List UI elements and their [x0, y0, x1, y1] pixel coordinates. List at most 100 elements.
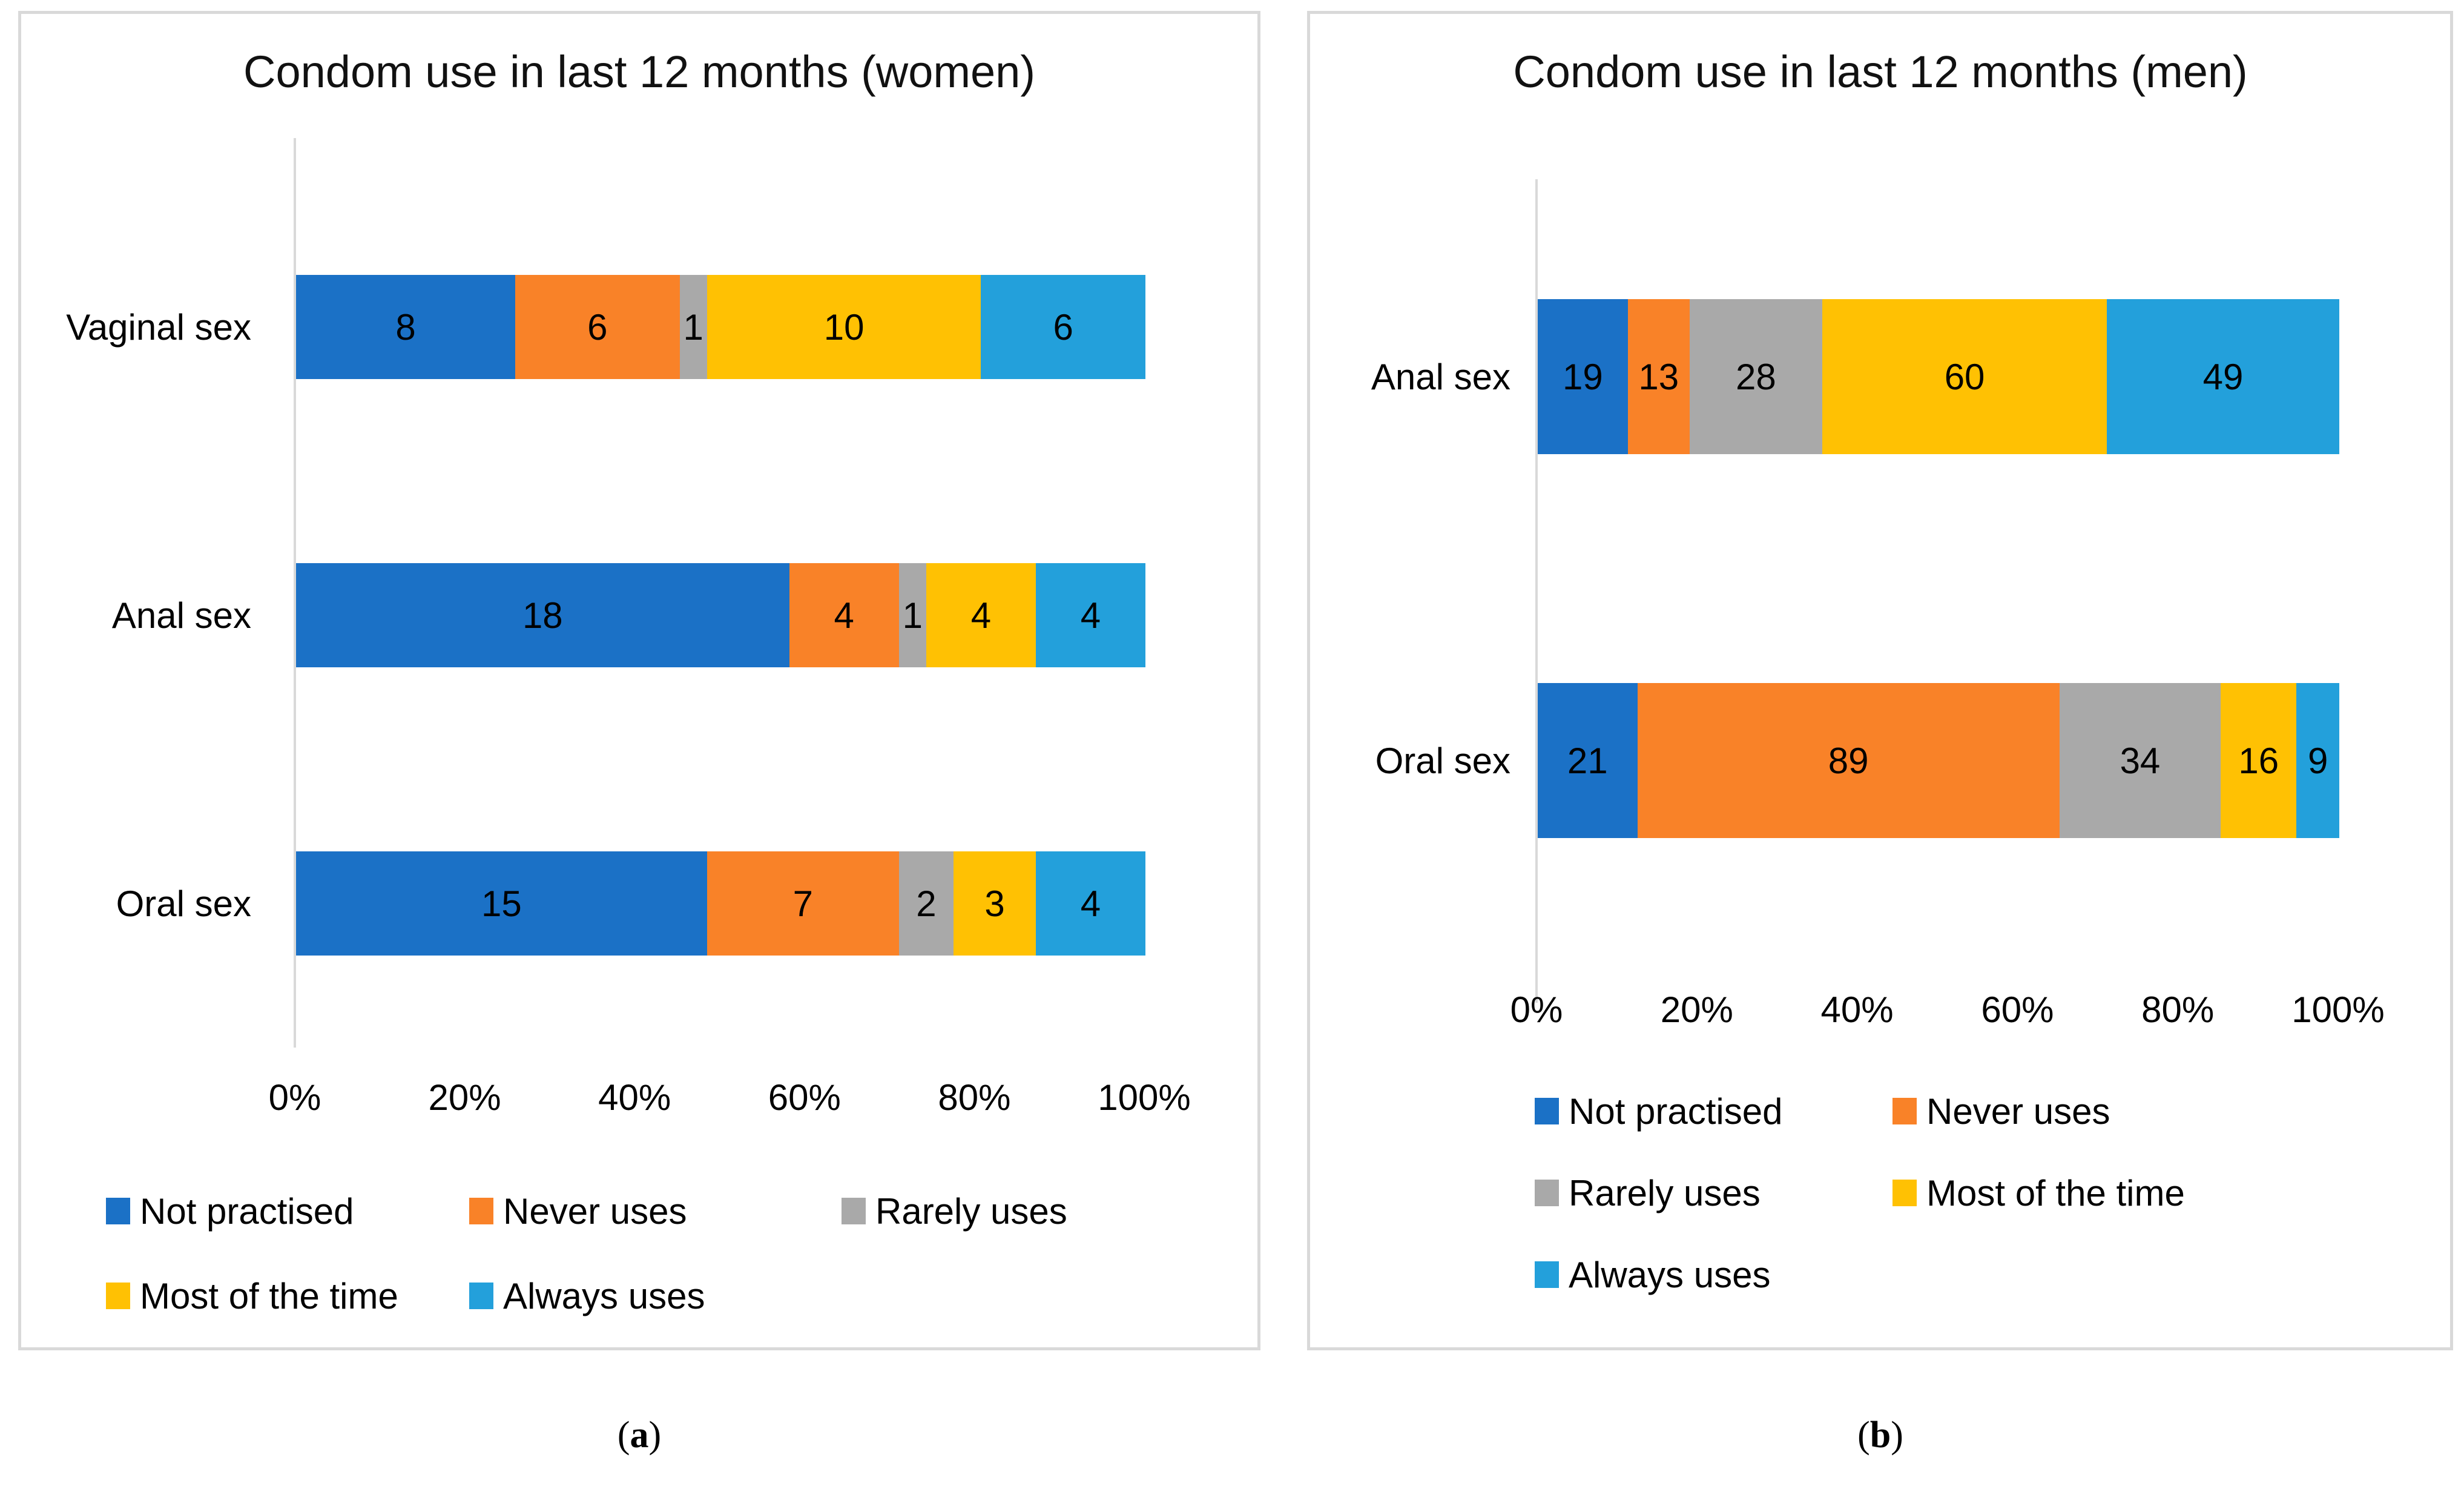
x-tick-label-women-2: 40%: [598, 1077, 671, 1118]
bar-segment-men-1-0: 21: [1538, 683, 1638, 838]
legend-label: Most of the time: [140, 1275, 398, 1316]
bar-segment-men-0-3: 60: [1822, 299, 2107, 454]
caption-a-open: (: [617, 1415, 630, 1456]
caption-a-letter: a: [630, 1415, 649, 1456]
bar-segment-men-0-1: 13: [1627, 299, 1690, 454]
bar-value-label: 4: [1080, 595, 1101, 636]
figure-caption-b: (b): [1857, 1414, 1903, 1457]
bar-value-label: 60: [1944, 356, 1985, 397]
x-tick-label-women-3: 60%: [768, 1077, 841, 1118]
legend-swatch-most-of-the-time: [106, 1283, 130, 1309]
bar-segment-women-2-1: 7: [707, 851, 899, 956]
bar-segment-women-1-1: 4: [789, 563, 899, 667]
bar-segment-women-2-0: 15: [296, 851, 707, 956]
bar-value-label: 13: [1638, 356, 1679, 397]
bar-value-label: 19: [1563, 356, 1603, 397]
bar-value-label: 89: [1828, 740, 1869, 781]
legend-swatch-always-uses: [1535, 1261, 1559, 1288]
figure-caption-a: (a): [618, 1414, 661, 1457]
legend-swatch-rarely-uses: [1535, 1180, 1559, 1206]
x-tick-label-women-0: 0%: [268, 1077, 321, 1118]
legend-item-men-not-practised: Not practised: [1535, 1090, 1783, 1132]
bar-value-label: 1: [902, 595, 923, 636]
bar-segment-women-1-0: 18: [296, 563, 789, 667]
bar-row-men-1: 21 89 34 16 9: [1538, 683, 2339, 838]
legend-swatch-not-practised: [106, 1198, 130, 1224]
y-axis-line-women: [294, 138, 296, 1048]
legend-swatch-not-practised: [1535, 1098, 1559, 1124]
x-tick-label-men-2: 40%: [1820, 989, 1894, 1030]
bar-value-label: 10: [823, 306, 865, 348]
bar-segment-women-2-2: 2: [898, 851, 954, 956]
chart-title-women: Condom use in last 12 months (women): [243, 47, 1035, 97]
legend-label: Not practised: [1569, 1091, 1783, 1132]
bar-value-label: 7: [792, 883, 813, 924]
category-label-women-1: Anal sex: [111, 595, 251, 636]
bar-value-label: 8: [395, 306, 416, 348]
bar-value-label: 6: [587, 306, 608, 348]
bar-segment-women-1-3: 4: [926, 563, 1036, 667]
legend-item-women-rarely-uses: Rarely uses: [842, 1190, 1067, 1232]
legend-item-men-never-uses: Never uses: [1892, 1090, 2110, 1132]
bar-segment-women-0-2: 1: [679, 275, 707, 379]
bar-segment-men-0-2: 28: [1689, 299, 1823, 454]
bar-segment-women-1-4: 4: [1035, 563, 1145, 667]
bar-segment-men-0-4: 49: [2107, 299, 2339, 454]
bar-value-label: 49: [2202, 356, 2244, 397]
bar-segment-women-2-3: 3: [954, 851, 1036, 956]
bar-value-label: 3: [984, 883, 1005, 924]
x-tick-label-men-3: 60%: [1981, 989, 2054, 1030]
category-label-women-0: Vaginal sex: [66, 306, 251, 348]
bar-row-women-2: 15 7 2 3 4: [296, 851, 1145, 956]
x-tick-label-women-1: 20%: [428, 1077, 501, 1118]
legend-item-men-always-uses: Always uses: [1535, 1253, 1770, 1296]
legend-label: Always uses: [503, 1275, 705, 1316]
x-tick-label-men-0: 0%: [1510, 989, 1563, 1030]
bar-value-label: 4: [834, 595, 854, 636]
legend-item-women-not-practised: Not practised: [106, 1190, 354, 1232]
bar-value-label: 6: [1053, 306, 1073, 348]
legend-label: Never uses: [503, 1190, 687, 1232]
bar-segment-men-1-1: 89: [1637, 683, 2060, 838]
legend-item-men-rarely-uses: Rarely uses: [1535, 1172, 1761, 1214]
panel-women: [18, 11, 1260, 1350]
x-tick-label-men-1: 20%: [1660, 989, 1733, 1030]
bar-row-women-0: 8 6 1 10 6: [296, 275, 1145, 379]
caption-b-letter: b: [1869, 1415, 1891, 1456]
bar-value-label: 1: [683, 306, 703, 348]
bar-value-label: 4: [1080, 883, 1101, 924]
chart-title-men: Condom use in last 12 months (men): [1513, 47, 2248, 97]
bar-value-label: 16: [2238, 740, 2279, 781]
legend-label: Rarely uses: [1569, 1172, 1761, 1213]
bar-segment-men-0-0: 19: [1538, 299, 1628, 454]
caption-b-open: (: [1857, 1415, 1870, 1456]
legend-label: Rarely uses: [875, 1190, 1067, 1232]
bar-segment-women-1-2: 1: [898, 563, 926, 667]
caption-b-close: ): [1891, 1415, 1903, 1456]
legend-label: Most of the time: [1926, 1172, 2185, 1213]
category-label-women-2: Oral sex: [116, 883, 251, 924]
bar-value-label: 18: [522, 595, 563, 636]
bar-row-women-1: 18 4 1 4 4: [296, 563, 1145, 667]
bar-segment-women-0-4: 6: [981, 275, 1145, 379]
x-tick-label-women-5: 100%: [1098, 1077, 1191, 1118]
legend-swatch-never-uses: [469, 1198, 493, 1224]
bar-segment-women-0-3: 10: [707, 275, 981, 379]
bar-value-label: 34: [2120, 740, 2161, 781]
legend-label: Always uses: [1569, 1254, 1771, 1295]
legend-item-women-most-of-the-time: Most of the time: [106, 1275, 398, 1317]
x-tick-label-women-4: 80%: [938, 1077, 1011, 1118]
legend-item-women-always-uses: Always uses: [469, 1275, 705, 1317]
x-tick-label-men-4: 80%: [2141, 989, 2215, 1030]
bar-value-label: 9: [2308, 740, 2328, 781]
legend-label: Never uses: [1926, 1091, 2110, 1132]
y-axis-line-men: [1535, 179, 1538, 1003]
legend-swatch-never-uses: [1892, 1098, 1917, 1124]
bar-value-label: 21: [1567, 740, 1608, 781]
legend-swatch-rarely-uses: [842, 1198, 866, 1224]
bar-segment-men-1-2: 34: [2059, 683, 2221, 838]
bar-segment-women-0-1: 6: [515, 275, 680, 379]
legend-label: Not practised: [140, 1190, 354, 1232]
bar-segment-women-0-0: 8: [296, 275, 516, 379]
